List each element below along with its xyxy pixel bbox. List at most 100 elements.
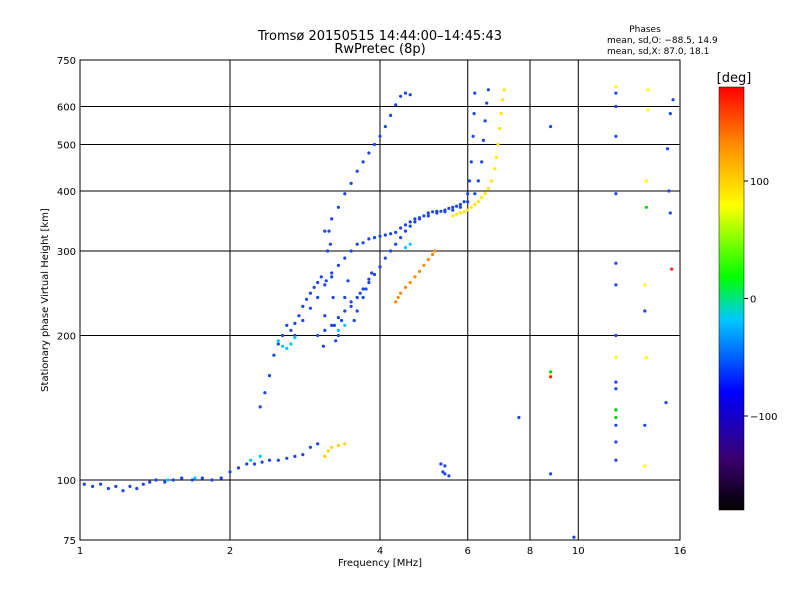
data-point <box>258 454 262 458</box>
data-point <box>82 482 86 486</box>
data-point <box>355 295 359 300</box>
data-point <box>458 202 462 207</box>
x-tick-label: 1 <box>77 546 83 557</box>
data-point <box>614 333 618 338</box>
data-point <box>614 192 618 196</box>
data-point <box>163 480 167 484</box>
data-point <box>330 445 334 449</box>
data-point <box>267 374 272 378</box>
y-axis-ticks: 75 100 200 300 400 500 600 750 <box>57 56 76 547</box>
data-point <box>399 226 403 230</box>
data-point <box>466 200 470 204</box>
data-point <box>367 151 371 155</box>
data-point <box>644 355 649 360</box>
data-point <box>431 252 435 257</box>
data-point <box>285 346 289 350</box>
data-point <box>308 306 312 310</box>
y-tick-label: 600 <box>57 103 76 114</box>
data-point <box>614 440 618 444</box>
data-point <box>483 192 487 196</box>
data-point <box>316 280 320 285</box>
data-point <box>471 134 475 138</box>
data-point <box>408 242 412 246</box>
data-point <box>326 449 330 453</box>
data-point <box>293 321 297 325</box>
y-tick-label: 200 <box>57 332 76 343</box>
data-point <box>614 423 618 427</box>
data-point <box>367 237 371 241</box>
data-point <box>643 423 647 427</box>
data-point <box>249 458 253 462</box>
x-tick-label: 4 <box>377 546 383 557</box>
data-point <box>451 205 455 209</box>
data-point <box>349 304 353 308</box>
data-point <box>106 486 110 491</box>
data-point <box>330 271 334 275</box>
data-point <box>443 210 447 214</box>
data-point <box>403 223 408 227</box>
data-point <box>336 205 340 209</box>
data-point <box>614 91 618 95</box>
data-point <box>272 353 276 357</box>
data-point <box>473 91 477 95</box>
data-point <box>394 230 398 234</box>
data-point <box>336 333 340 338</box>
data-point <box>473 192 477 196</box>
data-point <box>644 205 649 209</box>
data-point <box>121 489 125 493</box>
data-point <box>210 478 214 482</box>
data-point <box>343 442 347 446</box>
data-point <box>323 454 327 458</box>
data-point <box>252 462 257 466</box>
data-point <box>668 112 672 116</box>
data-point <box>336 263 340 267</box>
data-point <box>493 167 497 171</box>
data-point <box>433 249 437 253</box>
data-point <box>355 169 359 173</box>
data-point <box>403 91 408 95</box>
data-point <box>614 85 618 89</box>
data-point <box>396 295 400 300</box>
data-point <box>389 249 393 253</box>
data-point <box>327 229 331 233</box>
data-point <box>328 242 332 246</box>
data-point <box>408 93 412 97</box>
data-point <box>408 280 412 285</box>
data-point <box>219 476 223 480</box>
data-point <box>476 179 480 183</box>
data-point <box>481 138 485 142</box>
data-point <box>372 236 377 240</box>
data-point <box>135 486 139 491</box>
data-point <box>496 142 500 147</box>
data-point <box>426 214 430 218</box>
data-point <box>614 415 618 420</box>
data-point <box>293 336 297 340</box>
data-point <box>643 464 647 468</box>
data-point <box>336 328 340 332</box>
data-point <box>308 445 312 449</box>
data-point <box>413 275 417 279</box>
data-point <box>370 271 374 275</box>
data-point <box>148 480 152 484</box>
data-point <box>549 125 553 129</box>
data-point <box>343 309 347 313</box>
data-point <box>228 470 232 474</box>
y-tick-label: 750 <box>57 56 76 67</box>
x-tick-label: 6 <box>465 546 471 557</box>
data-point <box>389 232 393 236</box>
data-point <box>469 205 473 209</box>
data-point <box>289 342 293 346</box>
colorbar-tick-label: 0 <box>750 295 756 306</box>
y-tick-label: 400 <box>57 187 76 198</box>
colorbar-tick-label: 100 <box>750 177 769 188</box>
data-point <box>180 476 184 480</box>
data-point <box>572 535 576 539</box>
data-point <box>486 186 490 191</box>
data-point <box>378 134 382 138</box>
y-tick-label: 500 <box>57 141 76 152</box>
data-point <box>614 134 618 138</box>
data-point <box>451 214 455 218</box>
data-point <box>447 474 451 478</box>
colorbar-tick-label: −100 <box>750 412 777 423</box>
data-point <box>485 101 489 105</box>
